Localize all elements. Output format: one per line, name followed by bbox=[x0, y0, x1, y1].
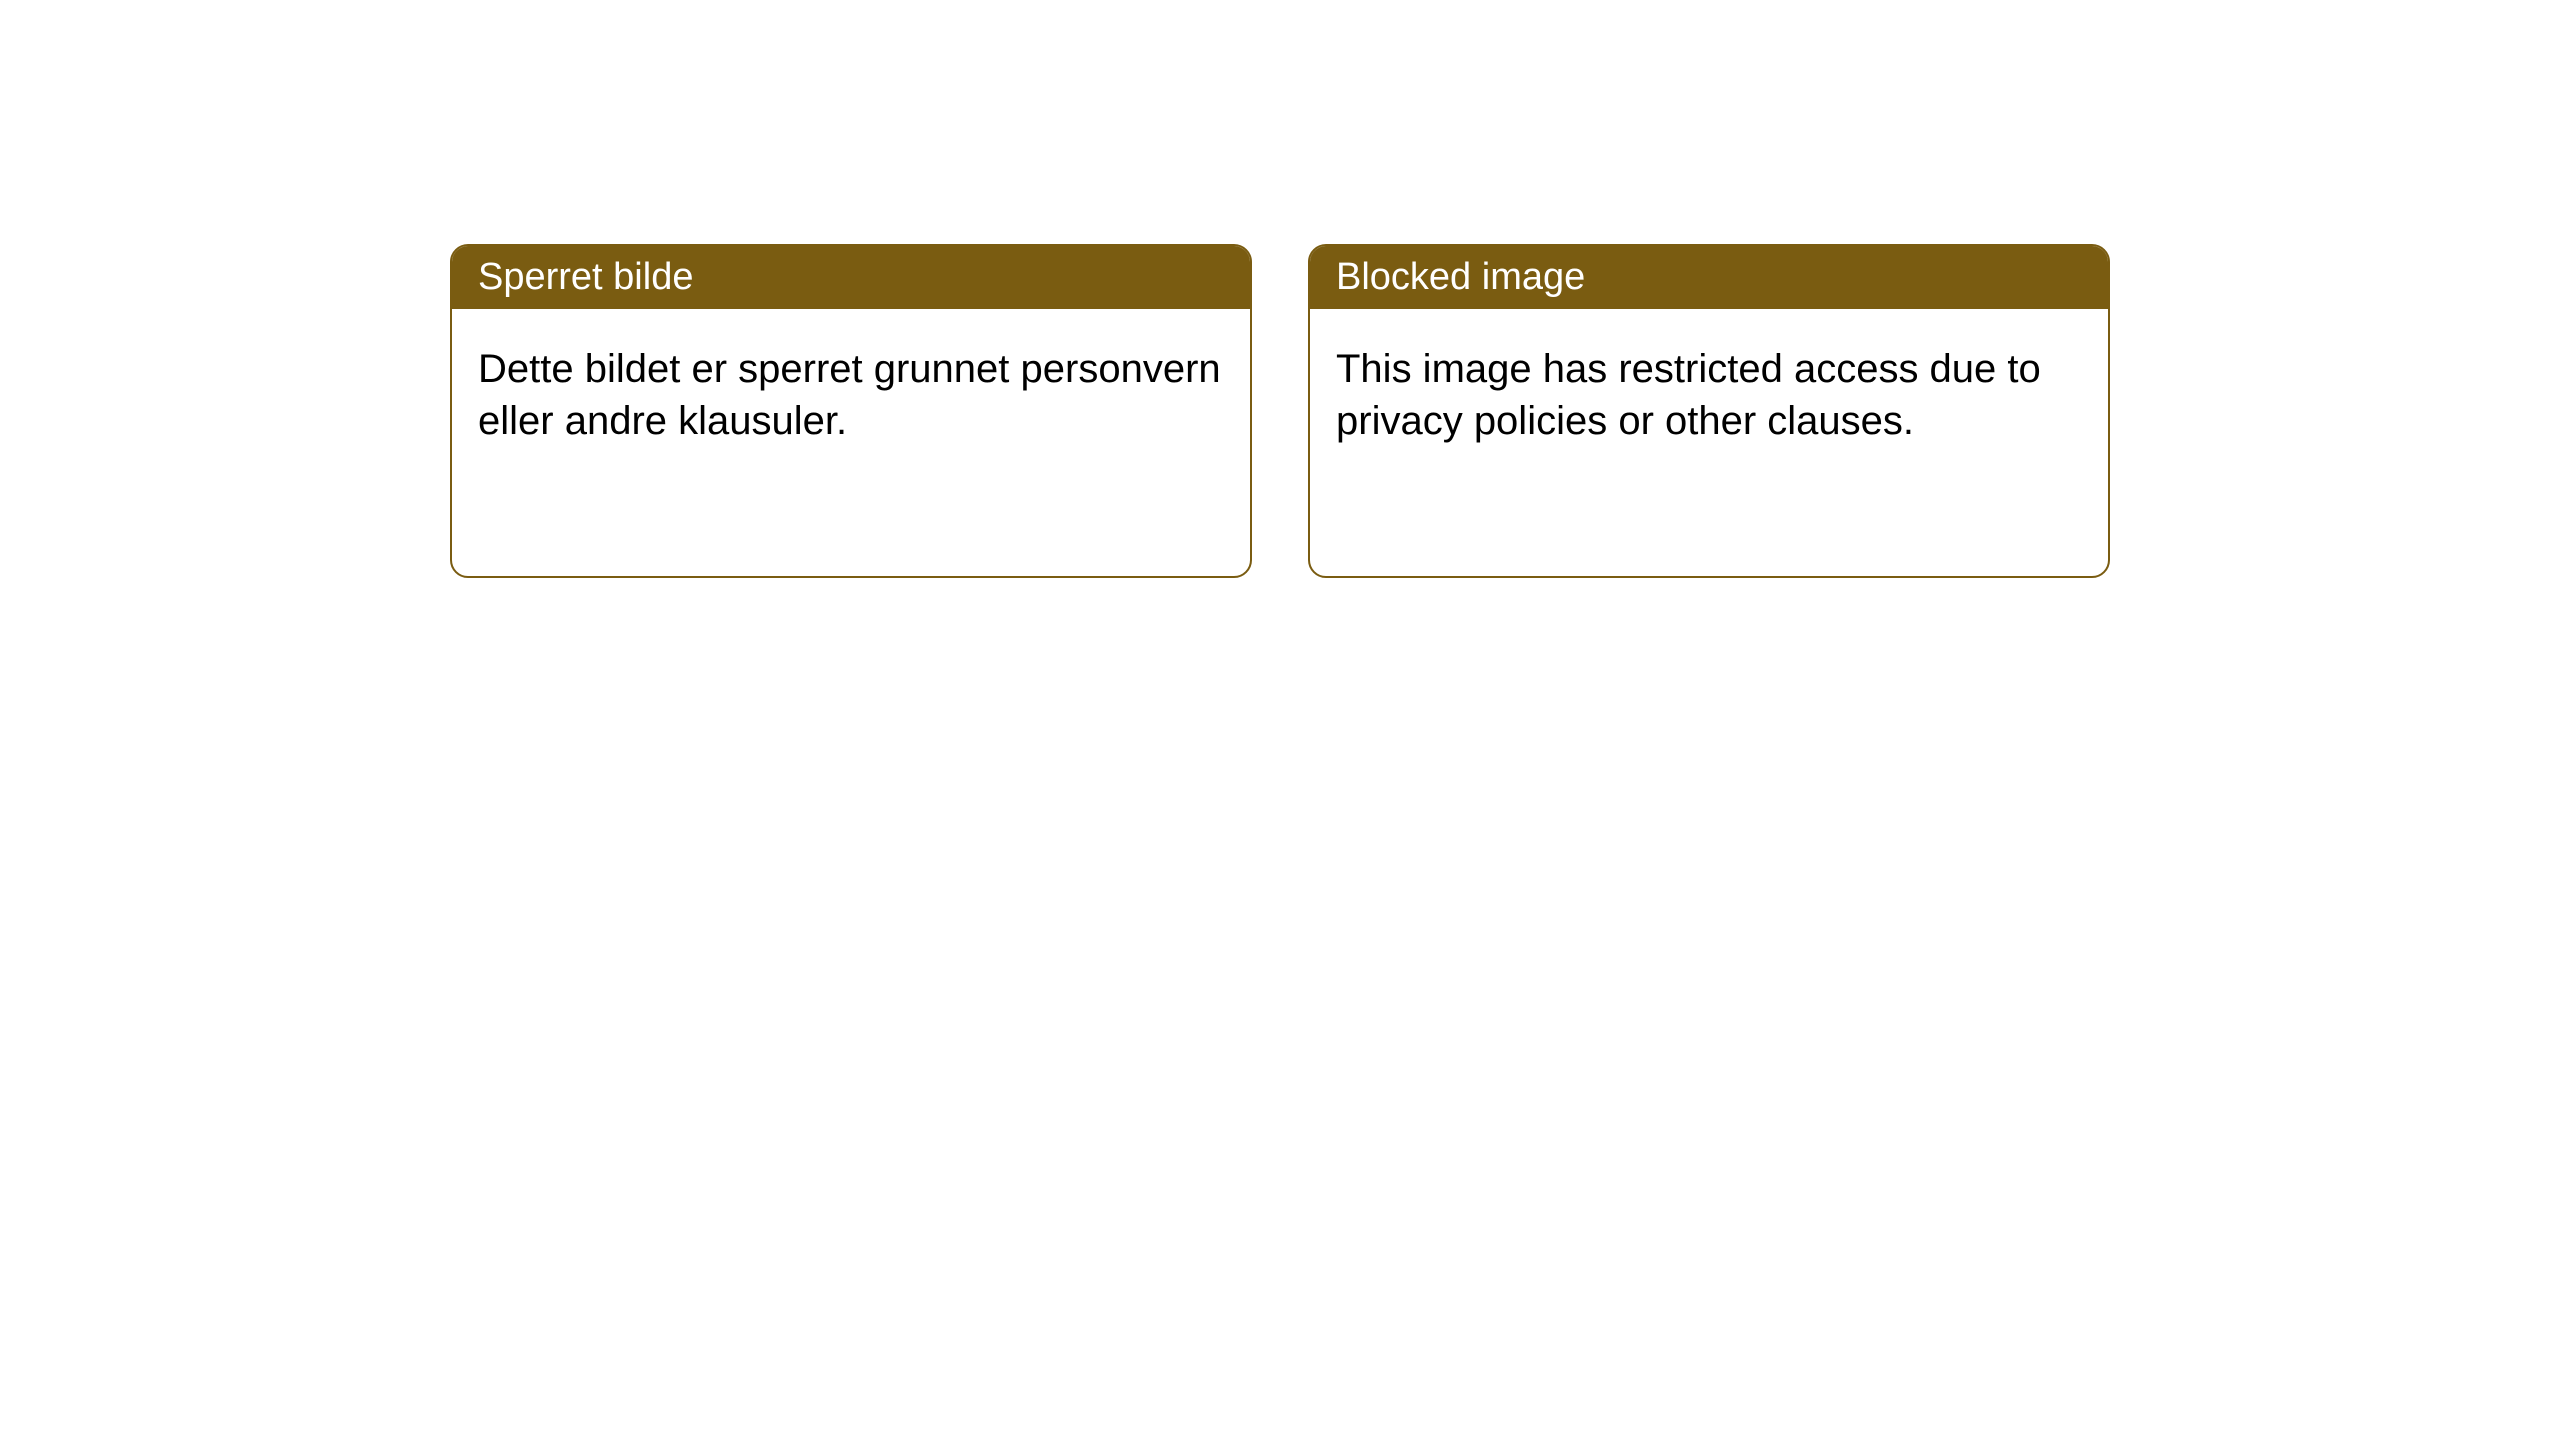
cards-container: Sperret bilde Dette bildet er sperret gr… bbox=[0, 0, 2560, 578]
card-body: Dette bildet er sperret grunnet personve… bbox=[452, 309, 1250, 481]
card-body-text: Dette bildet er sperret grunnet personve… bbox=[478, 347, 1221, 443]
card-title: Sperret bilde bbox=[478, 256, 693, 298]
card-body-text: This image has restricted access due to … bbox=[1336, 347, 2041, 443]
card-body: This image has restricted access due to … bbox=[1310, 309, 2108, 481]
notice-card-english: Blocked image This image has restricted … bbox=[1308, 244, 2110, 578]
card-title: Blocked image bbox=[1336, 256, 1585, 298]
notice-card-norwegian: Sperret bilde Dette bildet er sperret gr… bbox=[450, 244, 1252, 578]
card-header: Sperret bilde bbox=[452, 246, 1250, 309]
card-header: Blocked image bbox=[1310, 246, 2108, 309]
